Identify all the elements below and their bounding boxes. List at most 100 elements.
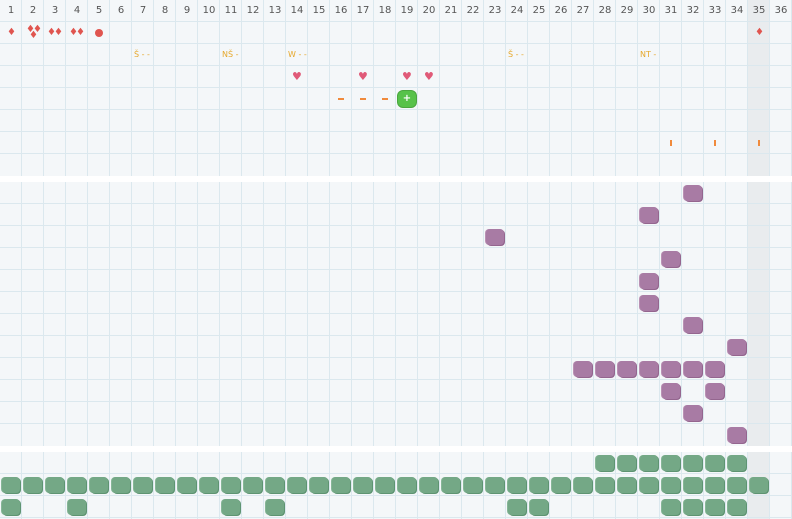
green-activity-cell[interactable] <box>640 455 658 471</box>
green-activity-cell[interactable] <box>728 477 746 493</box>
purple-activity-cell[interactable] <box>684 185 702 201</box>
column-number[interactable]: 20 <box>422 5 436 16</box>
green-activity-cell[interactable] <box>662 477 680 493</box>
green-activity-cell[interactable] <box>68 477 86 493</box>
purple-activity-cell[interactable] <box>706 383 724 399</box>
green-activity-cell[interactable] <box>24 477 42 493</box>
purple-activity-cell[interactable] <box>640 361 658 377</box>
green-activity-cell[interactable] <box>376 477 394 493</box>
column-number[interactable]: 9 <box>183 5 191 16</box>
green-activity-cell[interactable] <box>200 477 218 493</box>
column-number[interactable]: 11 <box>224 5 238 16</box>
green-activity-cell[interactable] <box>618 455 636 471</box>
column-number[interactable]: 2 <box>29 5 37 16</box>
column-number[interactable]: 4 <box>73 5 81 16</box>
green-activity-cell[interactable] <box>398 477 416 493</box>
column-number[interactable]: 8 <box>161 5 169 16</box>
green-activity-cell[interactable] <box>464 477 482 493</box>
column-number[interactable]: 28 <box>598 5 612 16</box>
purple-activity-cell[interactable] <box>640 273 658 289</box>
green-activity-cell[interactable] <box>508 477 526 493</box>
purple-activity-cell[interactable] <box>706 361 724 377</box>
green-activity-cell[interactable] <box>486 477 504 493</box>
purple-activity-cell[interactable] <box>662 383 680 399</box>
column-number[interactable]: 18 <box>378 5 392 16</box>
purple-activity-cell[interactable] <box>684 405 702 421</box>
green-activity-cell[interactable] <box>266 499 284 515</box>
purple-activity-cell[interactable] <box>486 229 504 245</box>
green-activity-cell[interactable] <box>134 477 152 493</box>
purple-activity-cell[interactable] <box>618 361 636 377</box>
green-activity-cell[interactable] <box>112 477 130 493</box>
column-number[interactable]: 35 <box>752 5 766 16</box>
column-number[interactable]: 5 <box>95 5 103 16</box>
green-activity-cell[interactable] <box>156 477 174 493</box>
green-activity-cell[interactable] <box>640 477 658 493</box>
column-number[interactable]: 34 <box>730 5 744 16</box>
green-activity-cell[interactable] <box>574 477 592 493</box>
green-activity-cell[interactable] <box>706 477 724 493</box>
green-activity-cell[interactable] <box>2 499 20 515</box>
column-number[interactable]: 32 <box>686 5 700 16</box>
green-activity-cell[interactable] <box>596 477 614 493</box>
column-number[interactable]: 27 <box>576 5 590 16</box>
green-activity-cell[interactable] <box>618 477 636 493</box>
green-activity-cell[interactable] <box>222 477 240 493</box>
green-activity-cell[interactable] <box>508 499 526 515</box>
column-number[interactable]: 7 <box>139 5 147 16</box>
green-activity-cell[interactable] <box>90 477 108 493</box>
column-number[interactable]: 10 <box>202 5 216 16</box>
green-activity-cell[interactable] <box>266 477 284 493</box>
column-number[interactable]: 15 <box>312 5 326 16</box>
purple-activity-cell[interactable] <box>662 361 680 377</box>
purple-activity-cell[interactable] <box>684 317 702 333</box>
column-number[interactable]: 6 <box>117 5 125 16</box>
green-activity-cell[interactable] <box>530 477 548 493</box>
purple-activity-cell[interactable] <box>728 427 746 443</box>
column-number[interactable]: 1 <box>7 5 15 16</box>
green-activity-cell[interactable] <box>684 499 702 515</box>
purple-activity-cell[interactable] <box>574 361 592 377</box>
green-activity-cell[interactable] <box>552 477 570 493</box>
column-number[interactable]: 36 <box>774 5 788 16</box>
green-activity-cell[interactable] <box>46 477 64 493</box>
column-number[interactable]: 25 <box>532 5 546 16</box>
green-activity-cell[interactable] <box>750 477 768 493</box>
column-number[interactable]: 14 <box>290 5 304 16</box>
green-activity-cell[interactable] <box>706 499 724 515</box>
column-number[interactable]: 29 <box>620 5 634 16</box>
column-number[interactable]: 33 <box>708 5 722 16</box>
green-activity-cell[interactable] <box>662 455 680 471</box>
column-number[interactable]: 17 <box>356 5 370 16</box>
green-activity-cell[interactable] <box>222 499 240 515</box>
green-activity-cell[interactable] <box>244 477 262 493</box>
column-number[interactable]: 19 <box>400 5 414 16</box>
column-number[interactable]: 23 <box>488 5 502 16</box>
green-activity-cell[interactable] <box>332 477 350 493</box>
column-number[interactable]: 24 <box>510 5 524 16</box>
column-number[interactable]: 3 <box>51 5 59 16</box>
green-activity-cell[interactable] <box>2 477 20 493</box>
green-activity-cell[interactable] <box>68 499 86 515</box>
green-activity-cell[interactable] <box>310 477 328 493</box>
column-number[interactable]: 12 <box>246 5 260 16</box>
green-activity-cell[interactable] <box>530 499 548 515</box>
green-activity-cell[interactable] <box>354 477 372 493</box>
column-number[interactable]: 30 <box>642 5 656 16</box>
column-number[interactable]: 21 <box>444 5 458 16</box>
green-activity-cell[interactable] <box>288 477 306 493</box>
purple-activity-cell[interactable] <box>640 207 658 223</box>
green-activity-cell[interactable] <box>662 499 680 515</box>
green-activity-cell[interactable] <box>178 477 196 493</box>
column-number[interactable]: 22 <box>466 5 480 16</box>
green-activity-cell[interactable] <box>420 477 438 493</box>
green-activity-cell[interactable] <box>596 455 614 471</box>
purple-activity-cell[interactable] <box>684 361 702 377</box>
purple-activity-cell[interactable] <box>640 295 658 311</box>
green-activity-cell[interactable] <box>442 477 460 493</box>
green-activity-cell[interactable] <box>684 477 702 493</box>
purple-activity-cell[interactable] <box>728 339 746 355</box>
column-number[interactable]: 31 <box>664 5 678 16</box>
column-number[interactable]: 26 <box>554 5 568 16</box>
column-number[interactable]: 16 <box>334 5 348 16</box>
